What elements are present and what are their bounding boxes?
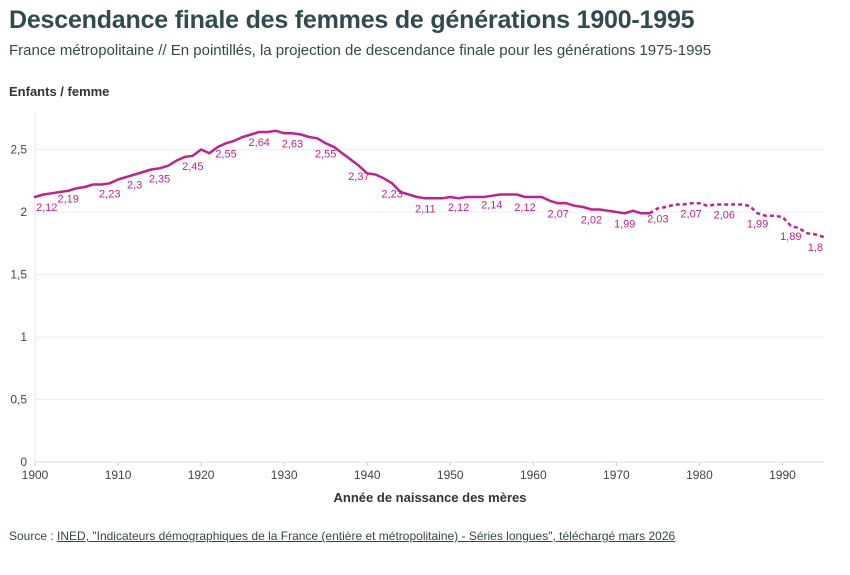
- data-label: 2,55: [215, 148, 236, 160]
- series-lines: [33, 129, 825, 239]
- data-label: 2,07: [548, 208, 569, 220]
- data-label: 2,55: [315, 148, 336, 160]
- source-note: Source : INED, "Indicateurs démographiqu…: [9, 529, 675, 543]
- x-tick-label: 1960: [520, 468, 547, 482]
- source-link[interactable]: INED, "Indicateurs démographiques de la …: [57, 529, 676, 543]
- chart-title: Descendance finale des femmes de générat…: [9, 6, 695, 34]
- source-prefix: Source :: [9, 529, 58, 543]
- data-label: 2,63: [282, 138, 303, 150]
- data-label: 2,64: [249, 137, 270, 149]
- data-label: 1,99: [747, 218, 768, 230]
- data-label: 2,02: [581, 215, 602, 227]
- series-line-observed: [33, 129, 651, 215]
- y-tick-label: 2,5: [10, 143, 27, 157]
- x-tick-label: 1970: [603, 468, 630, 482]
- data-label: 2,19: [58, 193, 79, 205]
- x-tick-label: 1990: [769, 468, 796, 482]
- data-label: 2,45: [182, 161, 203, 173]
- y-axis-ticks: 0 0,5 1 1,5 2 2,5: [10, 143, 27, 470]
- data-label: 2,11: [415, 203, 436, 215]
- y-axis-label: Enfants / femme: [9, 84, 110, 99]
- x-tick-label: 1940: [354, 468, 381, 482]
- data-label: 2,23: [99, 188, 120, 200]
- data-label: 2,12: [514, 202, 535, 214]
- x-tick-label: 1980: [686, 468, 713, 482]
- data-label: 2,12: [448, 202, 469, 214]
- data-label: 2,06: [714, 210, 735, 222]
- data-label: 1,89: [780, 231, 801, 243]
- data-labels: 2,122,19 2,232,32,352,452,552,64 2,632,552…: [36, 137, 823, 254]
- data-label: 1,99: [614, 218, 635, 230]
- y-tick-label: 0,5: [10, 393, 27, 407]
- chart-subtitle: France métropolitaine // En pointillés, …: [9, 42, 712, 59]
- x-tick-label: 1920: [188, 468, 215, 482]
- data-label: 2,14: [481, 200, 502, 212]
- data-label: 2,07: [680, 208, 701, 220]
- x-axis-ticks: 1900 1910 1920 1930 1940 1950 1960 1970 1980 1990: [22, 462, 796, 482]
- x-tick-label: 1900: [22, 468, 49, 482]
- x-tick-label: 1950: [437, 468, 464, 482]
- data-label: 2,03: [647, 213, 668, 225]
- series-line-projection: [648, 202, 825, 239]
- y-tick-label: 2: [20, 205, 27, 219]
- x-tick-label: 1910: [105, 468, 132, 482]
- data-label: 2,23: [381, 188, 402, 200]
- data-label: 2,12: [36, 202, 57, 214]
- gridlines: [34, 112, 824, 463]
- data-label: 2,37: [348, 171, 369, 183]
- x-axis-label: Année de naissance des mères: [333, 490, 527, 505]
- line-chart: 0 0,5 1 1,5 2 2,5 1900 1910 1920 1930 1940 1950 196…: [10, 112, 825, 482]
- y-tick-label: 0: [20, 455, 27, 469]
- data-label: 2,3: [127, 180, 142, 192]
- y-tick-label: 1: [20, 330, 27, 344]
- x-tick-label: 1930: [271, 468, 298, 482]
- data-label: 2,35: [149, 173, 170, 185]
- y-tick-label: 1,5: [10, 268, 27, 282]
- data-label: 1,8: [808, 242, 823, 254]
